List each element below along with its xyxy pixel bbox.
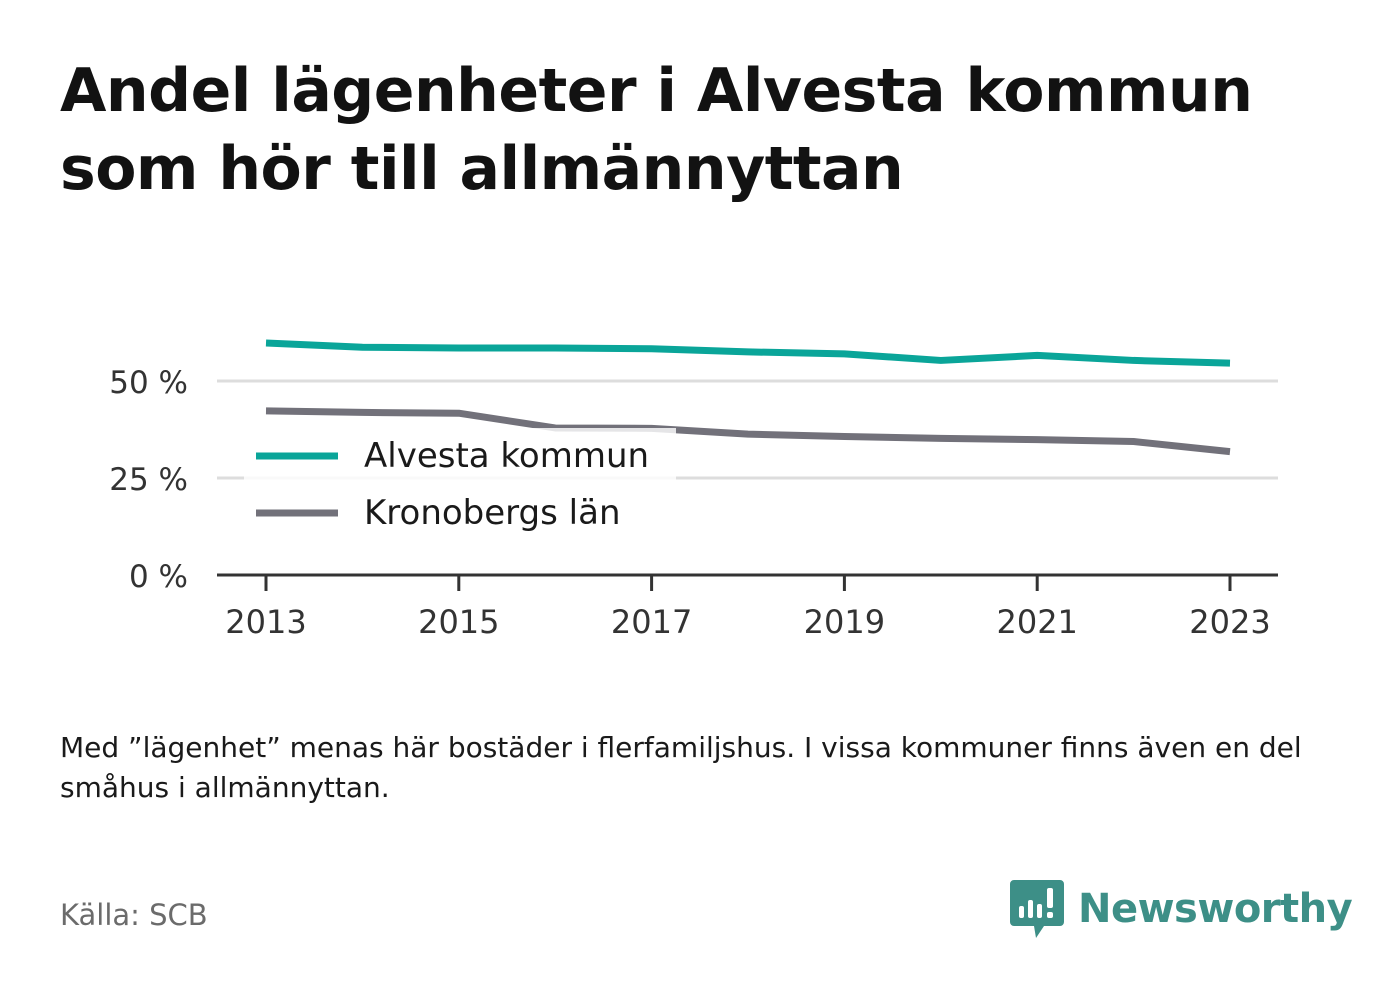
source-label: Källa: SCB <box>60 898 208 932</box>
newsworthy-logo-text: Newsworthy <box>1078 886 1353 932</box>
y-tick-label: 0 % <box>129 559 188 595</box>
y-tick-label: 50 % <box>109 365 188 401</box>
y-axis-tick-labels: 0 % 25 % 50 % <box>109 365 188 595</box>
x-tick-label: 2017 <box>611 603 692 641</box>
legend-background <box>244 428 676 540</box>
x-tick-label: 2023 <box>1189 603 1270 641</box>
series-line-kronoberg <box>265 407 1231 456</box>
x-tick-label: 2015 <box>418 603 499 641</box>
legend-label: Kronobergs län <box>364 493 621 533</box>
x-tick-label: 2019 <box>804 603 885 641</box>
x-tick-label: 2013 <box>225 603 306 641</box>
legend: Alvesta kommun Kronobergs län <box>244 428 676 540</box>
line-chart: 0 % 25 % 50 % Alvesta kommun Kronobergs län… <box>109 339 1278 641</box>
x-tick-label: 2021 <box>996 603 1077 641</box>
series-line-alvesta <box>265 339 1231 367</box>
legend-label: Alvesta kommun <box>364 436 649 476</box>
newsworthy-logo-icon <box>1010 880 1064 938</box>
footnote: Med ”lägenhet” menas här bostäder i fler… <box>60 731 1302 804</box>
y-tick-label: 25 % <box>109 462 188 498</box>
data-series <box>265 339 1231 456</box>
newsworthy-logo: Newsworthy <box>1010 878 1353 940</box>
x-axis: 2013 2015 2017 2019 2021 2023 <box>217 573 1278 641</box>
chart-title: Andel lägenheter i Alvesta kommun som hö… <box>60 56 1253 204</box>
